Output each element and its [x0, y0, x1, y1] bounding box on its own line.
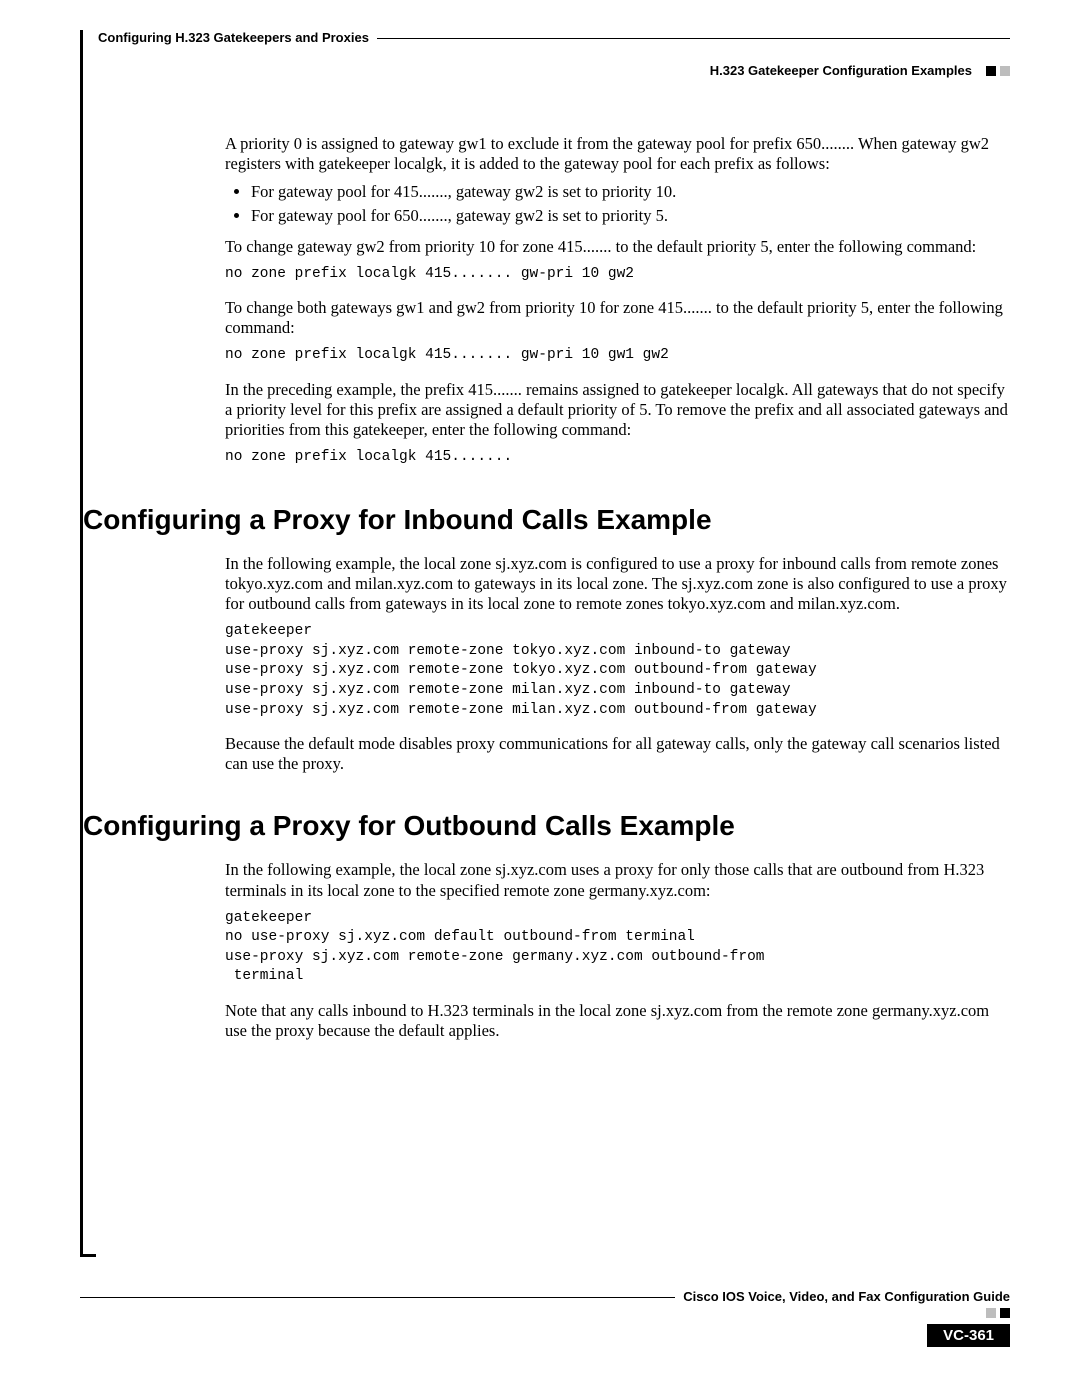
paragraph: A priority 0 is assigned to gateway gw1 … [225, 134, 1010, 174]
heading-outbound: Configuring a Proxy for Outbound Calls E… [83, 810, 1010, 842]
page-number: VC-361 [927, 1324, 1010, 1347]
square-icon [1000, 1308, 1010, 1318]
paragraph: Note that any calls inbound to H.323 ter… [225, 1001, 1010, 1041]
header-rule [377, 37, 1010, 39]
list-item: For gateway pool for 650......., gateway… [251, 206, 1010, 226]
section-outbound: Configuring a Proxy for Outbound Calls E… [83, 810, 1010, 842]
code-block: no zone prefix localgk 415....... gw-pri… [225, 346, 1010, 366]
heading-inbound: Configuring a Proxy for Inbound Calls Ex… [83, 504, 1010, 536]
section-inbound-body: In the following example, the local zone… [225, 554, 1010, 774]
section-title: H.323 Gatekeeper Configuration Examples [710, 63, 972, 78]
section-outbound-body: In the following example, the local zone… [225, 860, 1010, 1041]
code-block: no zone prefix localgk 415....... gw-pri… [225, 265, 1010, 285]
footer-rule [80, 1296, 675, 1298]
crop-mark-bottom [80, 1254, 96, 1257]
page-number-row: VC-361 [80, 1324, 1010, 1347]
code-block: no zone prefix localgk 415....... [225, 448, 1010, 468]
body-content: A priority 0 is assigned to gateway gw1 … [225, 134, 1010, 468]
page-footer: Cisco IOS Voice, Video, and Fax Configur… [80, 1289, 1010, 1347]
section-inbound: Configuring a Proxy for Inbound Calls Ex… [83, 504, 1010, 536]
guide-title: Cisco IOS Voice, Video, and Fax Configur… [683, 1289, 1010, 1304]
square-icon [986, 66, 996, 76]
crop-mark-left [80, 30, 83, 1257]
paragraph: In the following example, the local zone… [225, 554, 1010, 614]
square-icon [1000, 66, 1010, 76]
bullet-list: For gateway pool for 415......., gateway… [225, 182, 1010, 226]
paragraph: Because the default mode disables proxy … [225, 734, 1010, 774]
chapter-title: Configuring H.323 Gatekeepers and Proxie… [98, 30, 369, 45]
paragraph: In the following example, the local zone… [225, 860, 1010, 900]
page: Configuring H.323 Gatekeepers and Proxie… [0, 0, 1080, 1397]
paragraph: In the preceding example, the prefix 415… [225, 380, 1010, 440]
code-block: gatekeeper use-proxy sj.xyz.com remote-z… [225, 622, 1010, 720]
footer-rule-row: Cisco IOS Voice, Video, and Fax Configur… [80, 1289, 1010, 1304]
list-item: For gateway pool for 415......., gateway… [251, 182, 1010, 202]
code-block: gatekeeper no use-proxy sj.xyz.com defau… [225, 909, 1010, 987]
running-header: Configuring H.323 Gatekeepers and Proxie… [98, 30, 1010, 45]
paragraph: To change both gateways gw1 and gw2 from… [225, 298, 1010, 338]
square-icon [986, 1308, 996, 1318]
running-subheader: H.323 Gatekeeper Configuration Examples [98, 63, 1010, 78]
paragraph: To change gateway gw2 from priority 10 f… [225, 237, 1010, 257]
footer-squares [80, 1308, 1010, 1318]
